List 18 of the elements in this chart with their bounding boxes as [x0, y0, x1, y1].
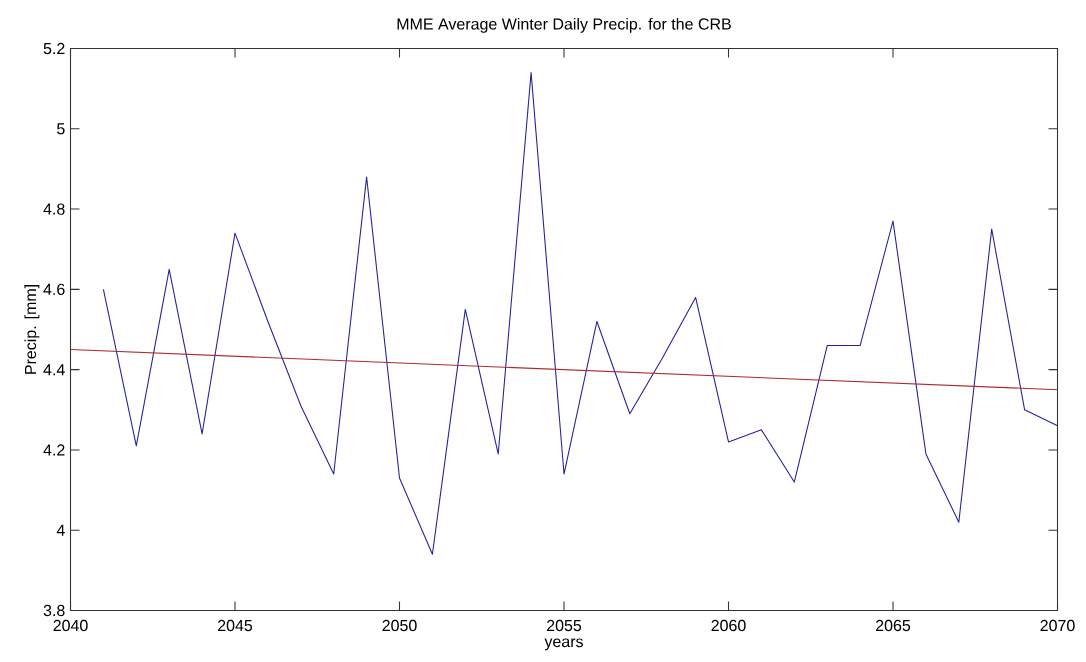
x-tick-label: 2070	[1040, 619, 1075, 632]
x-tick-label: 2065	[876, 619, 911, 632]
x-tick-label: 2055	[547, 619, 582, 632]
x-axis-title: years	[544, 638, 583, 651]
y-tick-label: 4.6	[43, 283, 65, 296]
x-tick-label: 2040	[53, 619, 88, 632]
chart-title: MME Average Winter Daily Precip. for the CRB	[397, 17, 731, 33]
y-tick-label: 3.8	[43, 604, 65, 617]
y-tick-label: 4.4	[43, 364, 65, 376]
x-tick-label: 2060	[711, 619, 746, 632]
y-axis-title: Precip. [mm]	[24, 285, 40, 374]
y-tick-label: 5	[57, 123, 65, 135]
y-tick-label: 5.2	[43, 42, 65, 55]
x-tick-label: 2045	[218, 619, 253, 632]
y-tick-label: 4.2	[43, 444, 65, 456]
y-tick-label: 4	[56, 524, 65, 536]
y-tick-label: 4.8	[43, 203, 65, 215]
x-tick-label: 2050	[382, 619, 417, 632]
